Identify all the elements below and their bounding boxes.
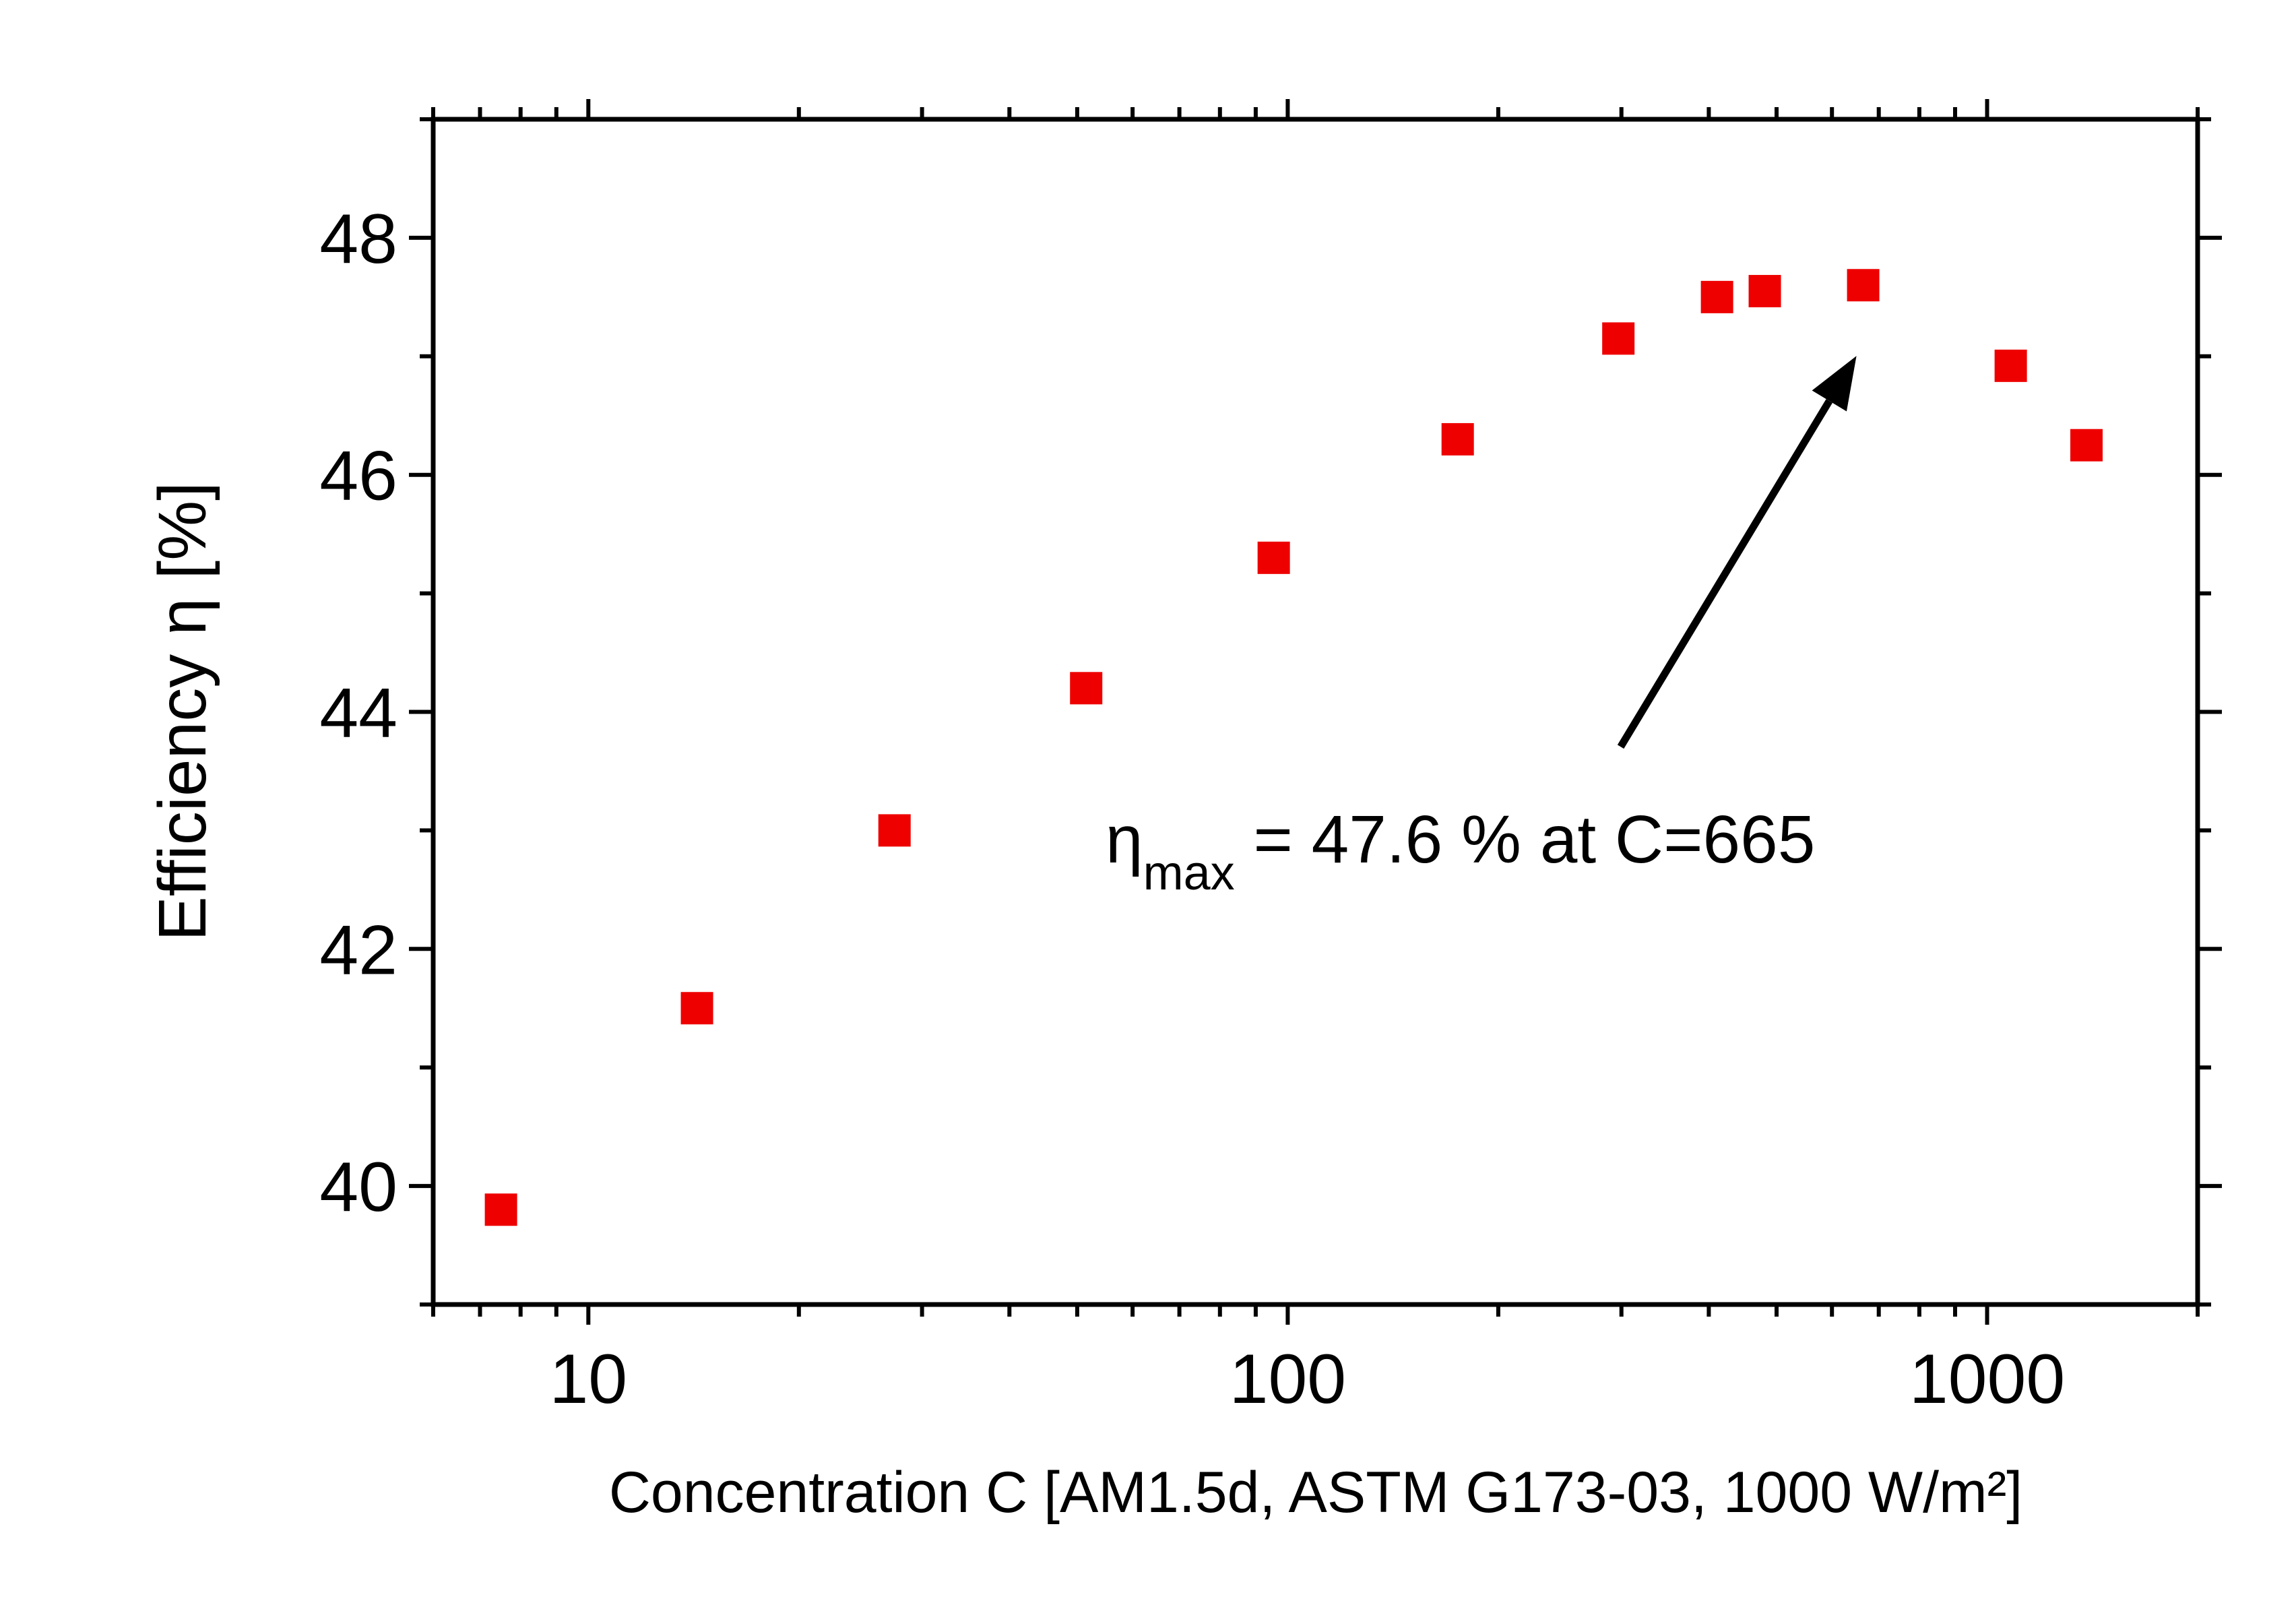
y-tick-label: 44: [319, 674, 397, 753]
data-point: [680, 992, 713, 1025]
y-axis-title: Efficiency η [%]: [145, 482, 220, 941]
annotation-label: ηmax = 47.6 % at C=665: [1106, 802, 1815, 900]
data-point: [1748, 275, 1781, 308]
x-axis-title: Concentration C [AM1.5d, ASTM G173-03, 1…: [609, 1460, 2022, 1525]
data-points: [484, 269, 2103, 1226]
data-point: [1994, 349, 2027, 382]
y-tick-label: 42: [319, 911, 397, 989]
axis-ticks: [409, 99, 2222, 1325]
data-point: [1700, 280, 1733, 313]
x-tick-label: 100: [1230, 1340, 1347, 1418]
max-annotation: ηmax = 47.6 % at C=665: [1106, 356, 1857, 900]
data-point: [484, 1193, 517, 1226]
data-point: [1602, 322, 1635, 355]
data-point: [1070, 672, 1103, 705]
annotation-subscript: max: [1143, 846, 1235, 900]
y-tick-label: 46: [319, 437, 397, 515]
annotation-arrow: [1617, 399, 1832, 749]
data-point: [1441, 422, 1474, 455]
y-tick-label: 48: [319, 200, 397, 278]
x-tick-label: 10: [549, 1340, 627, 1418]
x-tick-label: 1000: [1909, 1340, 2065, 1418]
tick-labels: 10 100 1000 40 42 44 46 48: [319, 200, 2065, 1418]
data-point: [2070, 429, 2103, 462]
plot-frame: [430, 117, 2200, 1307]
data-point: [878, 814, 911, 847]
annotation-arrowhead: [1812, 356, 1857, 412]
data-point: [1847, 269, 1880, 302]
annotation-text: = 47.6 % at C=665: [1235, 802, 1816, 877]
annotation-symbol: η: [1106, 802, 1143, 877]
data-point: [1257, 541, 1290, 574]
y-tick-label: 40: [319, 1148, 397, 1226]
